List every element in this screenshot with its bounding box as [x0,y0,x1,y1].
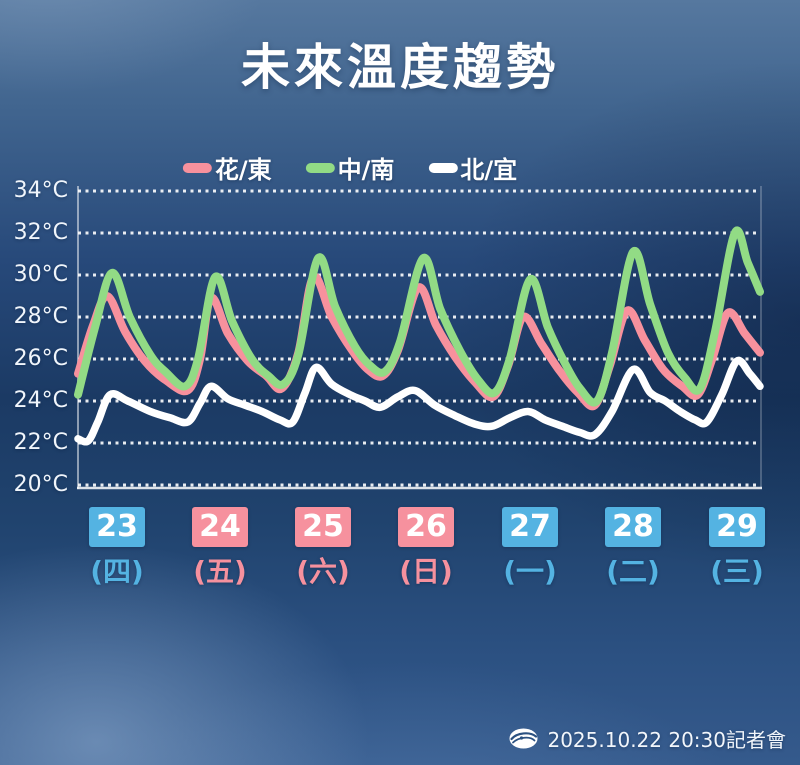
legend-item-north-yilan: 北/宜 [428,150,517,185]
chart-legend: 花/東 中/南 北/宜 [182,150,517,185]
day-column-26: 26 (日) [376,507,476,590]
press-conference-timestamp: 2025.10.22 20:30記者會 [547,728,786,752]
page-title: 未來溫度趨勢 [240,39,559,96]
date-badge: 27 [502,507,558,547]
weekday-label: (三) [710,555,764,588]
series-line-花/東 [74,272,764,411]
day-column-23: 23 (四) [67,507,167,590]
day-column-24: 24 (五) [170,507,270,590]
date-badge: 28 [605,507,661,547]
y-axis-label-20: 20°C [13,472,68,497]
temperature-curves [74,226,764,446]
weekday-label: (四) [90,555,144,588]
legend-label: 中/南 [337,156,395,184]
weekday-label: (六) [296,555,350,588]
legend-swatch-green [305,162,335,173]
weekday-label: (一) [503,555,557,588]
legend-swatch-pink [182,162,212,173]
y-axis-label-22: 22°C [13,430,68,455]
footer: 2025.10.22 20:30記者會 [508,724,786,753]
date-badge: 24 [192,507,248,547]
y-axis-label-24: 24°C [13,388,68,413]
date-badge: 25 [295,507,351,547]
series-line-中/南 [74,226,764,407]
cwa-logo-icon [509,728,538,749]
date-badge: 26 [398,507,454,547]
y-axis-label-30: 30°C [13,262,68,287]
date-badge: 23 [89,507,145,547]
legend-swatch-white [428,162,458,173]
day-column-27: 27 (一) [480,507,580,590]
y-axis-label-28: 28°C [13,304,68,329]
y-axis-label-34: 34°C [13,178,68,203]
legend-item-central-south: 中/南 [305,150,395,185]
weekday-label: (五) [193,555,247,588]
y-axis-label-26: 26°C [13,346,68,371]
chart-gridlines [78,189,760,487]
legend-label: 北/宜 [460,156,518,184]
legend-item-hua-east: 花/東 [182,150,272,185]
y-axis-label-32: 32°C [13,220,68,245]
day-column-29: 29 (三) [687,507,787,590]
day-column-25: 25 (六) [273,507,373,590]
series-line-北/宜 [74,356,764,446]
day-column-28: 28 (二) [583,507,683,590]
weekday-label: (日) [399,555,453,588]
weekday-label: (二) [606,555,660,588]
date-badge: 29 [709,507,765,547]
legend-label: 花/東 [214,156,272,184]
